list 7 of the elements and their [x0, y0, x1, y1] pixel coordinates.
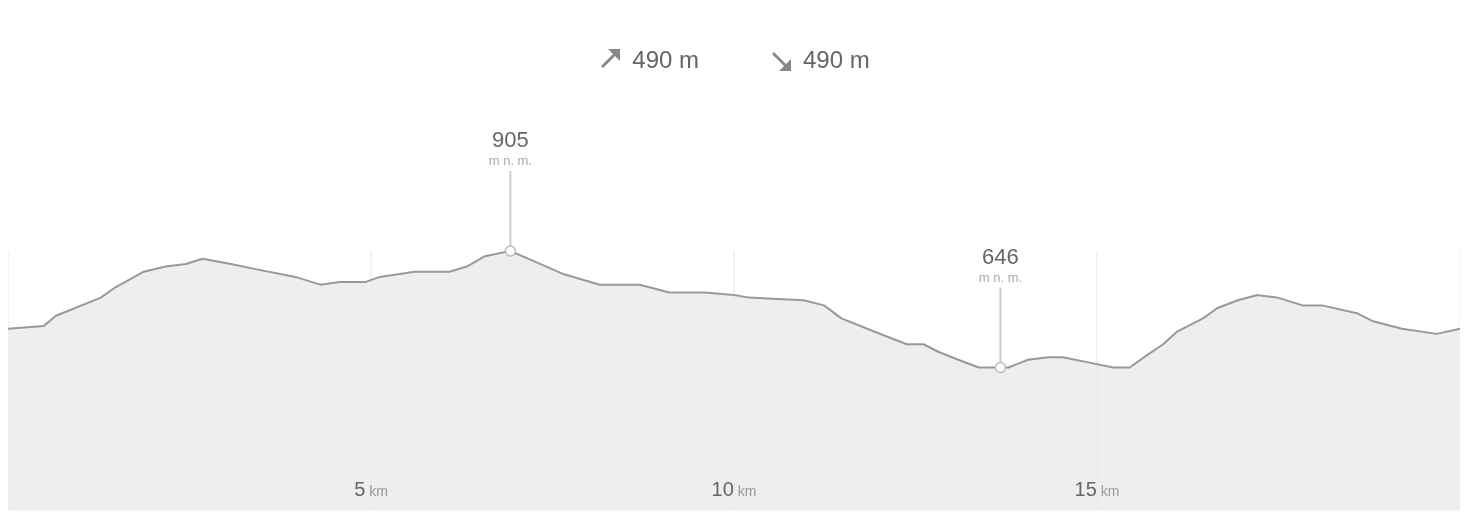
text: 490 m: [803, 46, 870, 74]
annotation: 905 m n. m.: [488, 127, 533, 168]
x-tick-label: 5 km: [354, 478, 388, 500]
x-tick-label: 15 km: [1074, 478, 1120, 500]
x-tick-label: 10 km: [711, 478, 757, 500]
annotation: 646 m n. m.: [978, 243, 1023, 285]
text: 490 m: [632, 46, 699, 74]
